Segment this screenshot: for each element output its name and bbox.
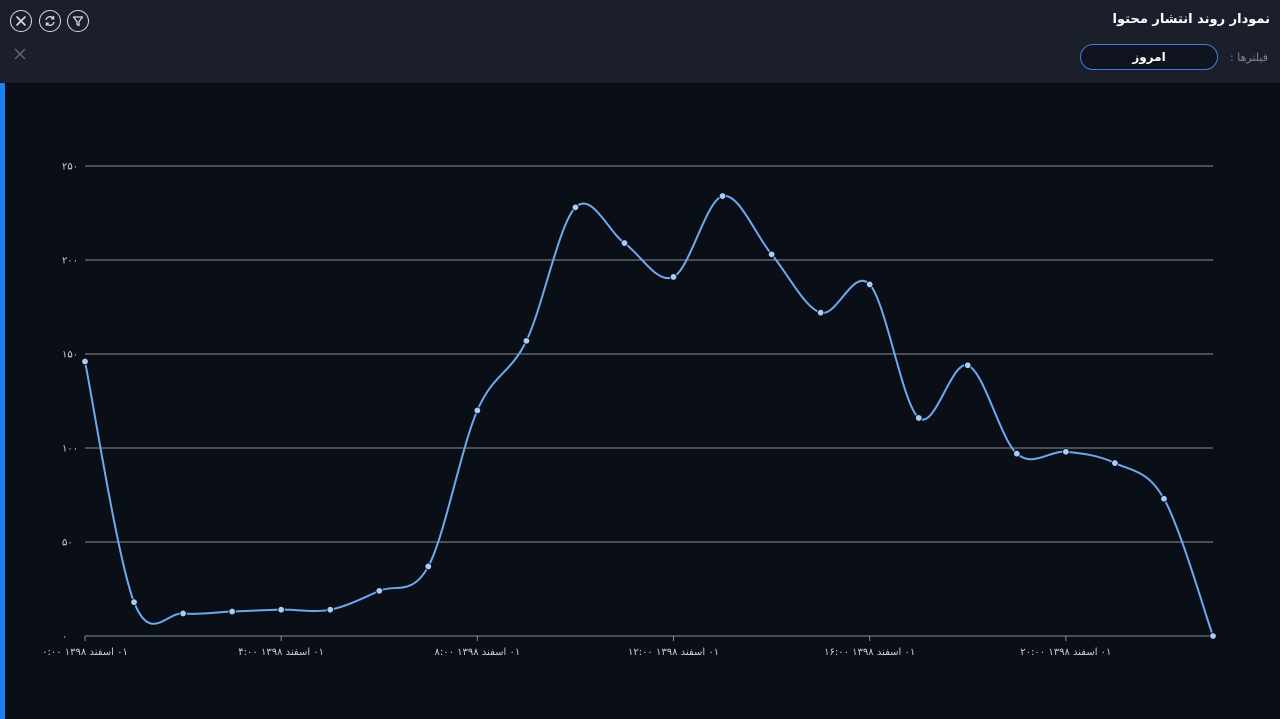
data-point (915, 414, 923, 422)
y-tick-label: ۵۰ (62, 538, 73, 549)
line-chart: ۰ ۵۰ ۱۰۰ ۱۵۰ ۲۰۰ ۲۵۰ ۰۱ اسفند ۱۳۹۸ ۰:۰۰ ۰۱ اسفن… (42, 162, 1217, 659)
data-point (179, 609, 187, 618)
data-point (228, 607, 236, 616)
data-point (1111, 459, 1119, 467)
series-line (84, 195, 1214, 637)
y-tick-label: ۰ (62, 632, 67, 643)
data-point (1062, 448, 1070, 456)
grid-layer (85, 165, 1213, 543)
close-circle-icon[interactable] (10, 10, 32, 32)
data-point (718, 192, 727, 200)
data-point (816, 308, 825, 317)
series-layer (81, 192, 1217, 640)
x-tick-label: ۰۱ اسفند ۱۳۹۸ ۲۰:۰۰ (1020, 647, 1111, 658)
filter-chip-today[interactable]: امروز (1080, 44, 1218, 70)
data-point (1013, 449, 1021, 458)
header-bar: نمودار روند انتشار محتوا فیلترها : امروز (0, 0, 1280, 83)
accent-bar (0, 83, 5, 719)
filter-label: فیلترها : (1230, 51, 1268, 64)
x-tick-label: ۰۱ اسفند ۱۳۹۸ ۴:۰۰ (238, 647, 324, 658)
data-point (522, 337, 531, 345)
x-tick-label: ۰۱ اسفند ۱۳۹۸ ۰:۰۰ (42, 647, 128, 658)
data-point (1160, 495, 1168, 503)
data-point (571, 203, 580, 212)
x-tick-label: ۰۱ اسفند ۱۳۹۸ ۱۶:۰۰ (824, 647, 915, 658)
data-point (865, 280, 874, 289)
data-point (669, 273, 678, 281)
refresh-icon[interactable] (39, 10, 61, 32)
data-point (767, 250, 776, 259)
axis-layer (84, 635, 1213, 641)
x-tick-label: ۰۱ اسفند ۱۳۹۸ ۱۲:۰۰ (628, 647, 719, 658)
data-point (473, 406, 482, 415)
clear-x-icon[interactable] (12, 46, 28, 62)
filter-icon[interactable] (67, 10, 89, 32)
data-point (130, 598, 138, 606)
data-point (81, 357, 89, 366)
data-point (620, 239, 629, 247)
label-layer: ۰ ۵۰ ۱۰۰ ۱۵۰ ۲۰۰ ۲۵۰ ۰۱ اسفند ۱۳۹۸ ۰:۰۰ ۰۱ اسفن… (42, 162, 1111, 659)
filter-chip-label: امروز (1132, 50, 1166, 64)
y-tick-label: ۲۰۰ (62, 256, 78, 267)
data-point (277, 605, 285, 614)
data-point (375, 587, 383, 595)
data-point (424, 562, 433, 571)
data-point (326, 605, 334, 614)
data-point (964, 361, 972, 369)
y-tick-label: ۲۵۰ (62, 162, 78, 173)
y-tick-label: ۱۵۰ (62, 350, 78, 361)
y-tick-label: ۱۰۰ (62, 444, 78, 455)
page-title: نمودار روند انتشار محتوا (1112, 12, 1270, 27)
x-tick-label: ۰۱ اسفند ۱۳۹۸ ۸:۰۰ (434, 647, 520, 658)
data-point (1209, 632, 1217, 640)
